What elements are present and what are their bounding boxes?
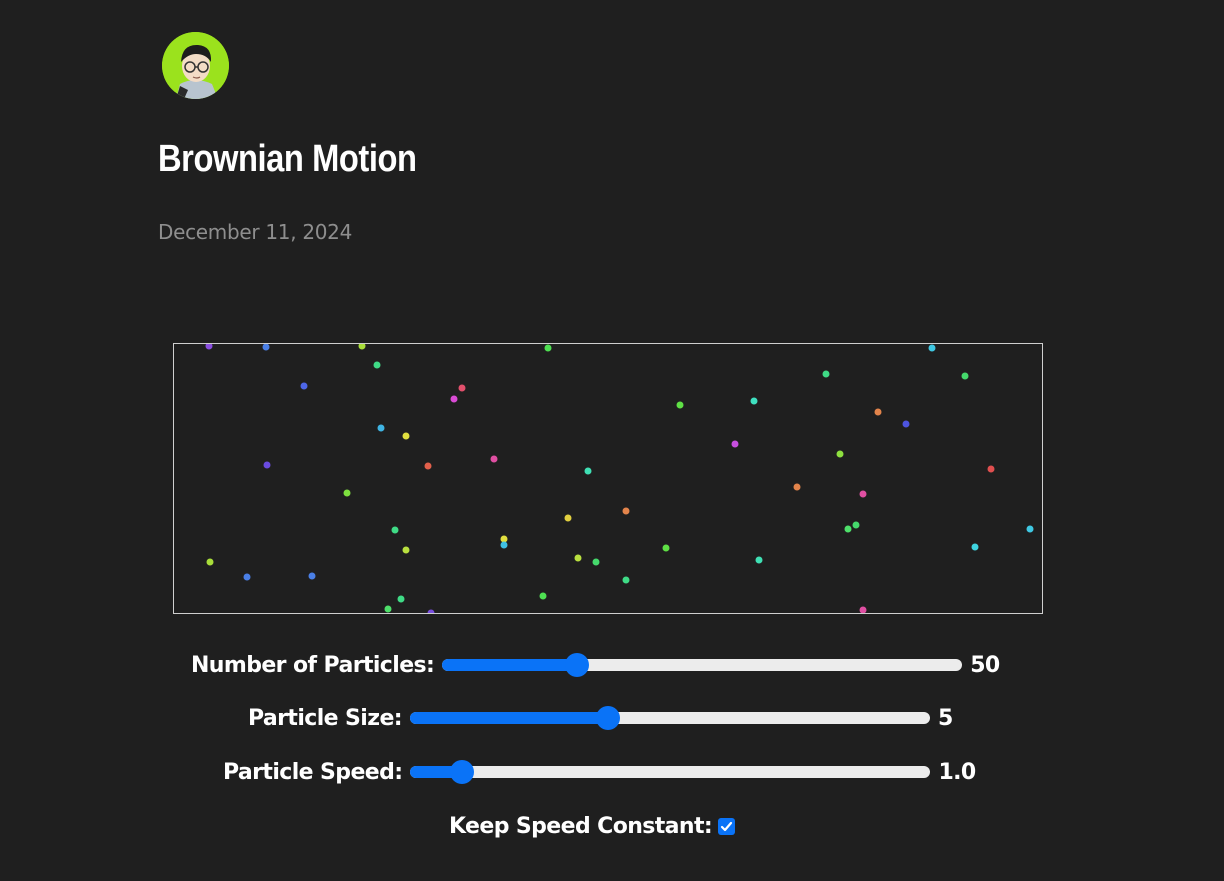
particle [391, 526, 399, 534]
simulation-canvas[interactable] [173, 343, 1043, 614]
particle [836, 450, 844, 458]
particle [458, 384, 466, 392]
particle [402, 432, 410, 440]
particle [343, 489, 351, 497]
particle-speed-slider[interactable] [410, 760, 931, 784]
particle [852, 521, 860, 529]
particle [450, 395, 458, 403]
slider-thumb[interactable] [595, 706, 620, 730]
avatar[interactable] [162, 32, 229, 99]
particle [622, 576, 630, 584]
particle [243, 573, 251, 581]
particle [793, 483, 801, 491]
particle [397, 595, 405, 603]
particle [859, 490, 867, 498]
keep-speed-constant-control: Keep Speed Constant: [449, 811, 736, 841]
particle-speed-value: 1.0 [938, 759, 976, 785]
num-particles-slider[interactable] [442, 653, 963, 677]
particle [844, 525, 852, 533]
page-title: Brownian Motion [158, 138, 417, 180]
particle [731, 440, 739, 448]
particle-size-slider[interactable] [409, 706, 930, 730]
num-particles-control: Number of Particles: 50 [191, 650, 1000, 680]
particle [902, 420, 910, 428]
particle [500, 541, 508, 549]
particle [402, 546, 410, 554]
particle [373, 361, 381, 369]
particle-size-label: Particle Size: [248, 705, 403, 731]
particle [755, 556, 763, 564]
slider-thumb[interactable] [450, 760, 475, 784]
particle [300, 382, 308, 390]
particle [676, 401, 684, 409]
particle [205, 344, 213, 350]
particle [971, 543, 979, 551]
particle-speed-control: Particle Speed: 1.0 [223, 757, 976, 787]
keep-speed-constant-checkbox[interactable] [718, 817, 736, 835]
num-particles-label: Number of Particles: [191, 652, 435, 678]
particle [358, 344, 366, 350]
particle [574, 554, 582, 562]
keep-speed-constant-label: Keep Speed Constant: [449, 813, 713, 839]
particle [377, 424, 385, 432]
particle [662, 544, 670, 552]
post-date: December 11, 2024 [158, 220, 353, 244]
slider-fill [409, 712, 608, 724]
slider-track [410, 766, 931, 778]
particle [427, 609, 435, 613]
particle [928, 344, 936, 352]
particle [622, 507, 630, 515]
particle [500, 535, 508, 543]
checkmark-icon [721, 821, 733, 831]
avatar-illustration-icon [162, 32, 229, 99]
particle [384, 605, 392, 613]
particle-size-control: Particle Size: 5 [248, 703, 953, 733]
particle [987, 465, 995, 473]
particle [961, 372, 969, 380]
particle [263, 461, 271, 469]
particle [859, 606, 867, 613]
particle [564, 514, 572, 522]
num-particles-value: 50 [970, 652, 1000, 678]
particle [592, 558, 600, 566]
particle [308, 572, 316, 580]
slider-thumb[interactable] [565, 653, 590, 677]
particle [490, 455, 498, 463]
particle [539, 592, 547, 600]
particle-size-value: 5 [937, 705, 953, 731]
slider-fill [442, 659, 578, 671]
particle-speed-label: Particle Speed: [223, 759, 403, 785]
slider-fill [410, 766, 463, 778]
particle [822, 370, 830, 378]
particle [262, 344, 270, 351]
particle [584, 467, 592, 475]
particle [544, 344, 552, 352]
particle [874, 408, 882, 416]
particle [206, 558, 214, 566]
particle [424, 462, 432, 470]
particle [750, 397, 758, 405]
particle [1026, 525, 1034, 533]
